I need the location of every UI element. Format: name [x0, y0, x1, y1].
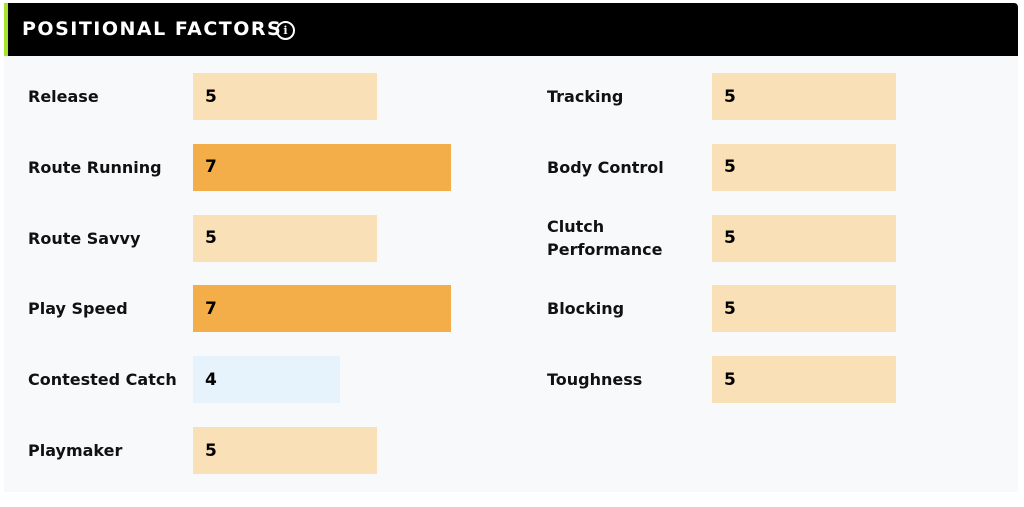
positional-factors-card: POSITIONAL FACTORS i Release 5 Route Runni… [4, 3, 1018, 492]
factor-bar: 7 [193, 143, 451, 191]
factor-bar: 5 [193, 73, 377, 120]
factor-bar: 5 [712, 73, 896, 120]
left-factor-row: Route Savvy 5 [28, 214, 528, 262]
factor-value: 5 [724, 228, 736, 249]
factor-value: 5 [205, 440, 217, 461]
right-factor-row: Blocking 5 [547, 285, 1024, 333]
factor-bar: 4 [193, 356, 340, 404]
factor-bar: 5 [712, 356, 896, 404]
factor-label: Playmaker [28, 441, 123, 460]
header-accent [4, 3, 8, 56]
factor-label: Body Control [547, 157, 664, 177]
left-factor-row: Playmaker 5 [28, 427, 528, 474]
factor-value: 5 [205, 228, 217, 249]
factor-value: 5 [724, 157, 736, 178]
factor-label: Route Savvy [28, 228, 141, 248]
factor-value: 5 [724, 369, 736, 390]
factor-label: Route Running [28, 157, 162, 177]
left-factor-row: Route Running 7 [28, 143, 528, 191]
card-header: POSITIONAL FACTORS i [4, 3, 1018, 56]
card-title: POSITIONAL FACTORS [22, 18, 283, 40]
right-factor-row: Body Control 5 [547, 143, 1024, 191]
factor-label: Release [28, 87, 99, 106]
factor-label: Clutch Performance [547, 217, 663, 260]
factor-value: 7 [205, 298, 217, 319]
factor-bar: 5 [712, 214, 896, 262]
factor-bar: 5 [712, 143, 896, 191]
left-factor-row: Play Speed 7 [28, 285, 528, 333]
right-factor-row: Clutch Performance 5 [547, 214, 1024, 262]
factor-label: Play Speed [28, 299, 128, 319]
factor-value: 7 [205, 157, 217, 178]
factor-value: 5 [724, 86, 736, 107]
factor-bar: 7 [193, 285, 451, 333]
right-factor-row: Toughness 5 [547, 356, 1024, 404]
left-factor-row: Contested Catch 4 [28, 356, 528, 404]
factor-label: Blocking [547, 299, 625, 319]
factor-value: 5 [724, 298, 736, 319]
right-factor-row: Tracking 5 [547, 73, 1024, 120]
factor-label: Tracking [547, 87, 624, 106]
factor-value: 4 [205, 369, 217, 390]
factor-bar: 5 [193, 427, 377, 474]
factor-bar: 5 [193, 214, 377, 262]
factor-value: 5 [205, 86, 217, 107]
left-factor-row: Release 5 [28, 73, 528, 120]
factor-label: Toughness [547, 370, 643, 390]
factor-label: Contested Catch [28, 370, 177, 390]
info-icon[interactable]: i [276, 21, 295, 40]
factor-bar: 5 [712, 285, 896, 333]
